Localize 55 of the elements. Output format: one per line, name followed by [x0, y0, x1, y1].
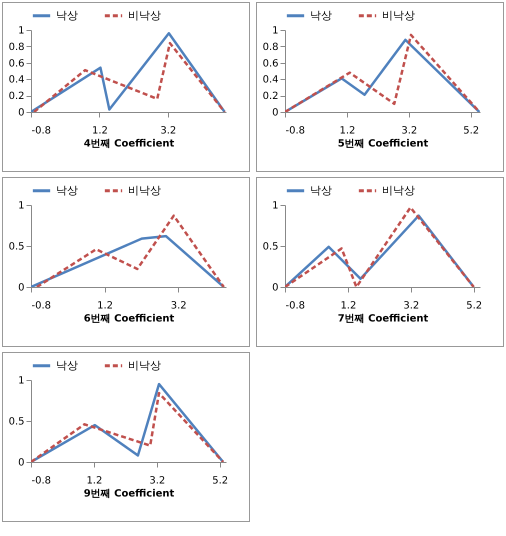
- y-tick-label: 0.8: [8, 42, 24, 53]
- x-tick-label: 3.2: [403, 300, 420, 312]
- x-tick-label: -0.8: [286, 300, 306, 312]
- x-tick-label: 3.2: [149, 476, 166, 486]
- y-tick-label: 0.4: [8, 74, 24, 86]
- x-tick-label: 5.2: [466, 300, 482, 312]
- y-tick-label: 1: [272, 200, 278, 212]
- legend-label: 낙상: [56, 8, 78, 22]
- y-tick-label: 0: [18, 282, 24, 294]
- x-axis-title: 6번째 Coefficient: [84, 314, 175, 324]
- line-series: [36, 214, 226, 287]
- y-tick-label: 1: [18, 26, 24, 36]
- y-tick-label: 1: [18, 376, 24, 386]
- legend-label: 비낙상: [382, 8, 415, 22]
- x-tick-label: -0.8: [32, 126, 52, 136]
- legend-label: 낙상: [56, 184, 78, 197]
- y-tick-label: 0: [272, 108, 278, 118]
- x-tick-label: -0.8: [32, 300, 52, 312]
- y-tick-label: 0.2: [8, 91, 24, 102]
- legend-label: 비낙상: [128, 8, 161, 22]
- x-axis-title: 7번째 Coefficient: [338, 314, 429, 324]
- y-tick-label: 0.6: [262, 58, 278, 70]
- legend-label: 비낙상: [128, 358, 161, 372]
- x-tick-label: 1.2: [339, 126, 356, 136]
- x-axis-title: 4번째 Coefficient: [84, 138, 175, 150]
- x-tick-label: 3.2: [401, 126, 418, 136]
- legend-label: 낙상: [56, 358, 78, 372]
- x-tick-label: 1.2: [92, 126, 108, 136]
- x-tick-label: 3.2: [160, 126, 176, 136]
- x-tick-label: 1.2: [97, 300, 114, 312]
- y-tick-label: 0.5: [8, 416, 24, 428]
- y-tick-label: 0: [272, 282, 278, 294]
- x-tick-label: -0.8: [286, 126, 306, 136]
- x-tick-label: -0.8: [32, 476, 52, 486]
- y-tick-label: 0: [18, 458, 24, 468]
- x-tick-label: 5.2: [212, 476, 228, 486]
- x-axis-title: 5번째 Coefficient: [338, 138, 429, 150]
- x-tick-label: 1.2: [86, 476, 102, 486]
- legend-label: 낙상: [310, 8, 332, 22]
- x-tick-label: 5.2: [463, 126, 480, 136]
- y-tick-label: 0.5: [262, 242, 278, 252]
- legend-label: 비낙상: [128, 184, 161, 197]
- legend-label: 비낙상: [382, 184, 415, 197]
- x-tick-label: 3.2: [170, 300, 187, 312]
- y-tick-label: 0.4: [262, 74, 278, 86]
- y-tick-label: 0.5: [8, 242, 24, 252]
- legend-label: 낙상: [310, 184, 332, 197]
- x-axis-title: 9번째 Coefficient: [84, 488, 175, 500]
- y-tick-label: 0: [18, 108, 24, 118]
- x-tick-label: 1.2: [340, 300, 356, 312]
- y-tick-label: 0.6: [8, 58, 24, 70]
- y-tick-label: 1: [272, 26, 278, 36]
- y-tick-label: 0.8: [262, 42, 278, 53]
- y-tick-label: 1: [18, 200, 24, 212]
- y-tick-label: 0.2: [262, 91, 278, 102]
